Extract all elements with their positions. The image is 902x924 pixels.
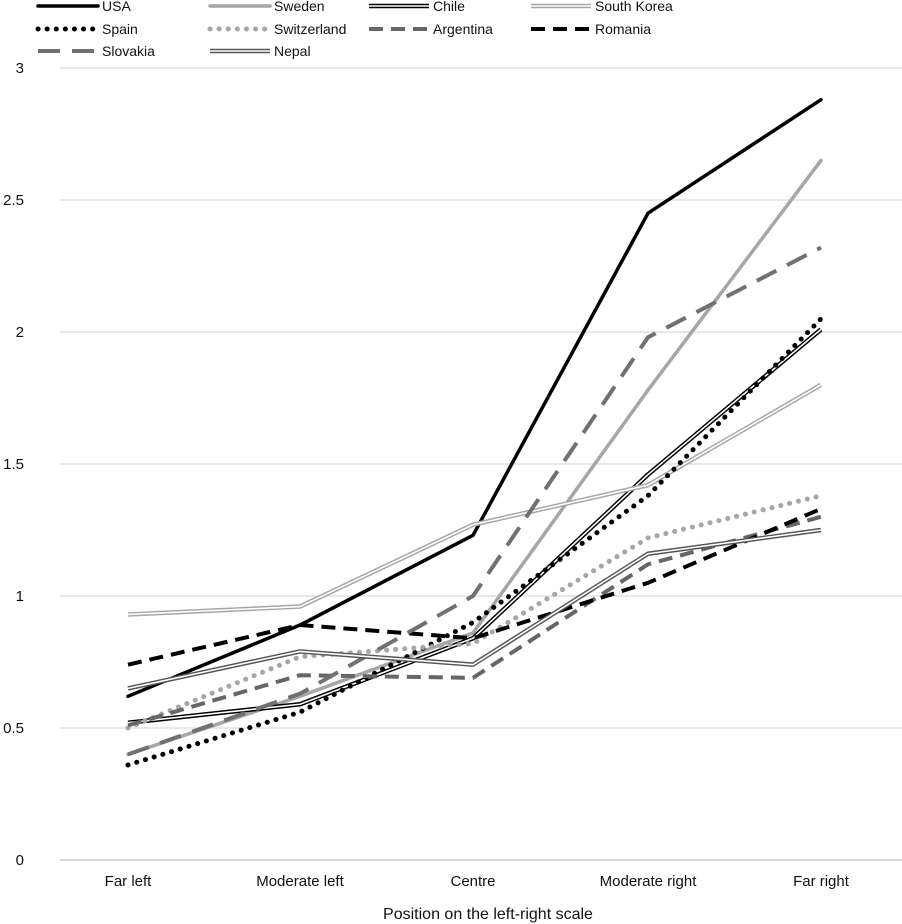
legend-item-south-korea: South Korea: [531, 0, 673, 14]
y-tick-label: 1: [16, 588, 24, 605]
y-tick-label: 2.5: [3, 192, 24, 209]
series-line-nepal-inner: [127, 529, 822, 690]
y-axis-ticks: 0 0.5 1 1.5 2 2.5 3: [3, 60, 24, 869]
legend-item-spain: Spain: [35, 21, 138, 37]
series-usa: [126, 97, 823, 699]
x-axis-label: Position on the left-right scale: [383, 906, 593, 923]
legend-label: Switzerland: [274, 21, 346, 37]
legend-item-switzerland: Switzerland: [207, 21, 346, 37]
x-tick-label: Far left: [105, 873, 153, 890]
x-tick-label: Centre: [450, 873, 495, 890]
legend-label: South Korea: [595, 0, 673, 14]
series-line-argentina: [127, 514, 822, 728]
series-south-korea: [127, 382, 823, 617]
x-tick-label: Moderate left: [256, 873, 344, 890]
y-tick-label: 1.5: [3, 456, 24, 473]
legend-item-argentina: Argentina: [369, 21, 493, 37]
series-argentina: [127, 514, 822, 728]
legend-label: Argentina: [433, 21, 493, 37]
legend-item-sweden: Sweden: [208, 0, 325, 14]
gridlines: [60, 67, 902, 861]
series-nepal: [127, 527, 822, 691]
legend-item-usa: USA: [36, 0, 131, 14]
series-line-romania: [127, 507, 822, 667]
legend-label: Sweden: [274, 0, 325, 14]
legend-label: Chile: [433, 0, 465, 14]
series-line-spain: [125, 316, 824, 768]
legend-label: Nepal: [274, 43, 311, 59]
legend-item-slovakia: Slovakia: [38, 43, 155, 59]
legend-item-chile: Chile: [369, 0, 465, 14]
legend-label: USA: [102, 0, 131, 14]
series-chile: [127, 327, 823, 725]
legend-item-nepal: Nepal: [210, 43, 311, 59]
series-lines: [125, 97, 824, 768]
x-axis-ticks: Far left Moderate left Centre Moderate righ…: [105, 873, 850, 890]
x-tick-label: Moderate right: [600, 873, 698, 890]
series-line-south-korea-inner: [127, 384, 822, 616]
y-tick-label: 3: [16, 60, 24, 77]
legend-label: Slovakia: [102, 43, 155, 59]
series-slovakia: [127, 245, 822, 757]
series-line-slovakia: [127, 245, 822, 757]
series-spain: [125, 316, 824, 768]
y-tick-label: 0: [16, 852, 24, 869]
y-tick-label: 2: [16, 324, 24, 341]
x-tick-label: Far right: [793, 873, 850, 890]
series-romania: [127, 507, 822, 667]
series-line-chile-inner: [127, 328, 822, 724]
legend-label: Spain: [102, 21, 138, 37]
series-line-usa: [126, 97, 823, 699]
legend: USA Sweden Chile South Korea Spain Switzerlan…: [35, 0, 673, 59]
legend-item-romania: Romania: [531, 21, 651, 37]
y-tick-label: 0.5: [3, 720, 24, 737]
legend-label: Romania: [595, 21, 651, 37]
